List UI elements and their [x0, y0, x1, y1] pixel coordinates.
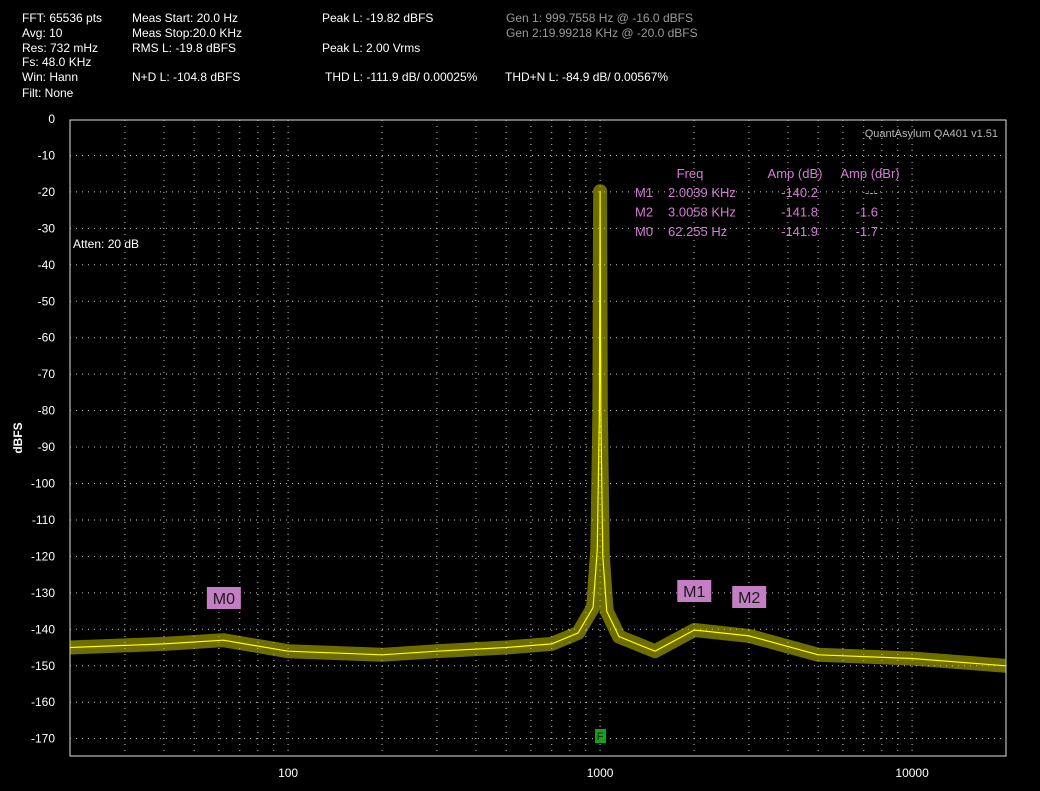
spectrum-trace: [69, 190, 1007, 667]
marker-table-header: Amp (dBr): [840, 166, 899, 181]
average-count-readout: Avg: 10: [22, 26, 63, 40]
marker-table-header: Freq: [677, 166, 704, 181]
marker-table-amp: -141.8: [781, 205, 818, 220]
x-tick-label: 100: [278, 766, 298, 780]
meas-stop-readout: Meas Stop:20.0 KHz: [132, 26, 243, 40]
marker-table-header: Amp (dB): [768, 166, 823, 181]
noise-distortion-readout: N+D L: -104.8 dBFS: [132, 70, 241, 84]
marker-table-ampr: -1.6: [856, 205, 878, 220]
plot-frame: [69, 119, 1007, 757]
marker-m2-badge: [732, 586, 767, 608]
y-tick-label: -160: [31, 695, 55, 709]
marker-m0-label: M0: [213, 591, 235, 608]
y-tick-label: -30: [38, 221, 56, 235]
marker-m1-label: M1: [683, 584, 705, 601]
resolution-readout: Res: 732 mHz: [22, 41, 99, 55]
marker-table-name: M0: [635, 224, 653, 239]
y-tick-label: -100: [31, 477, 55, 491]
fundamental-marker-label: F: [597, 731, 604, 743]
marker-m0-badge: [206, 587, 241, 609]
y-tick-label: -110: [32, 513, 55, 527]
sample-rate-readout: Fs: 48.0 KHz: [22, 55, 92, 69]
attenuation-label: Atten: 20 dB: [73, 237, 139, 251]
y-tick-label: -10: [38, 148, 56, 162]
fft-size-readout: FFT: 65536 pts: [22, 11, 103, 25]
x-tick-label: 1000: [587, 766, 614, 780]
marker-table-amp: -141.9: [781, 224, 818, 239]
generator-2-readout: Gen 2:19.99218 KHz @ -20.0 dBFS: [506, 26, 698, 40]
y-tick-label: -90: [38, 440, 56, 454]
y-tick-label: 0: [48, 112, 55, 126]
y-tick-label: -130: [31, 586, 55, 600]
y-tick-label: -80: [38, 404, 56, 418]
y-tick-label: -170: [31, 732, 55, 746]
y-tick-label: -150: [31, 659, 55, 673]
marker-table-freq: 3.0058 KHz: [668, 205, 736, 220]
marker-table-freq: 62.255 Hz: [668, 224, 727, 239]
y-tick-label: -60: [38, 331, 56, 345]
y-tick-label: -120: [31, 549, 55, 563]
y-tick-label: -40: [38, 258, 56, 272]
marker-table-ampr: -1.7: [856, 224, 878, 239]
x-tick-label: 10000: [895, 766, 929, 780]
marker-table-name: M2: [635, 205, 653, 220]
marker-table-name: M1: [635, 185, 653, 200]
marker-table-ampr: ---: [865, 185, 878, 200]
window-readout: Win: Hann: [22, 70, 79, 84]
y-tick-label: -20: [38, 185, 56, 199]
thd-readout: THD L: -111.9 dB/ 0.00025%: [325, 70, 478, 84]
fundamental-marker: [595, 729, 607, 743]
marker-m1-badge: [677, 580, 712, 602]
y-axis-label: dBFS: [11, 422, 25, 453]
version-label: QuantAsylum QA401 v1.51: [865, 128, 998, 140]
peak-vrms-readout: Peak L: 2.00 Vrms: [322, 41, 421, 55]
meas-start-readout: Meas Start: 20.0 Hz: [132, 11, 239, 25]
filter-readout: Filt: None: [22, 86, 74, 100]
y-tick-label: -140: [31, 622, 55, 636]
y-tick-label: -70: [38, 367, 56, 381]
marker-table-freq: 2.0039 KHz: [668, 185, 736, 200]
y-tick-label: -50: [38, 294, 56, 308]
peak-dbfs-readout: Peak L: -19.82 dBFS: [322, 11, 434, 25]
generator-1-readout: Gen 1: 999.7558 Hz @ -16.0 dBFS: [506, 11, 693, 25]
thdn-readout: THD+N L: -84.9 dB/ 0.00567%: [505, 70, 669, 84]
marker-m2-label: M2: [738, 590, 760, 607]
marker-table-amp: -140.2: [781, 185, 818, 200]
rms-readout: RMS L: -19.8 dBFS: [132, 41, 237, 55]
